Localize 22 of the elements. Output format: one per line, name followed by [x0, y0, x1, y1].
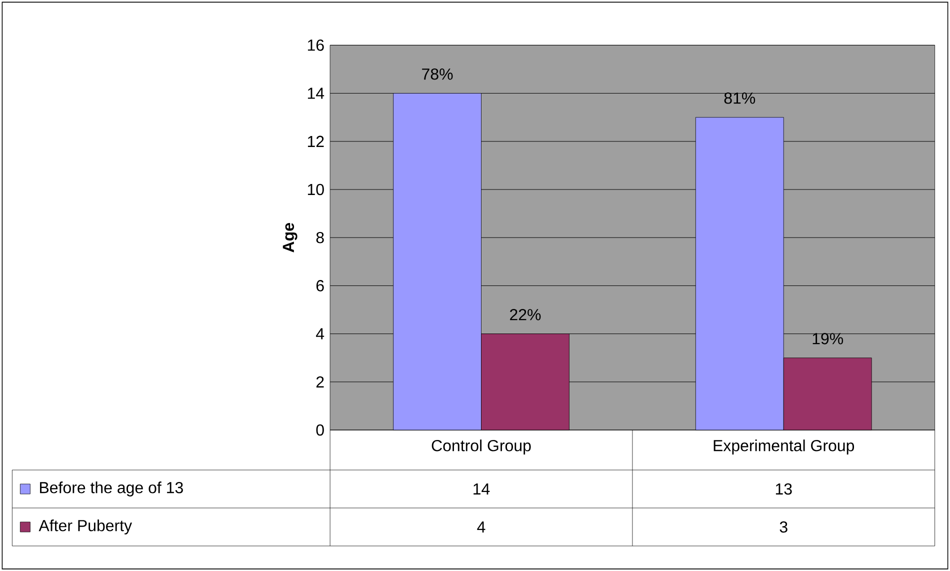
- annotation: 22%: [510, 308, 541, 320]
- data-label: 14: [474, 483, 490, 494]
- y-tick-label: 4: [316, 328, 324, 340]
- data-label: 4: [477, 521, 486, 532]
- annotation: 78%: [422, 68, 453, 80]
- y-axis-title: Age: [282, 222, 298, 252]
- y-tick-label: 6: [316, 280, 324, 292]
- y-tick-label: 12: [308, 136, 324, 147]
- y-tick-label: 8: [316, 232, 324, 244]
- legend-label: Before the age of 13: [40, 481, 183, 496]
- y-tick-label: 14: [308, 88, 324, 99]
- y-tick-label: 2: [316, 376, 324, 388]
- x-tick-label: Experimental Group: [714, 439, 854, 454]
- data-label: 13: [776, 483, 792, 495]
- annotation: 19%: [812, 332, 844, 344]
- legend-label: After Puberty: [38, 519, 132, 534]
- y-tick-label: 10: [308, 184, 324, 196]
- y-tick-label: 16: [308, 39, 324, 51]
- annotation: 81%: [724, 92, 756, 104]
- data-label: 3: [780, 521, 788, 533]
- y-tick-label: 0: [316, 424, 324, 436]
- x-tick-label: Control Group: [432, 439, 531, 454]
